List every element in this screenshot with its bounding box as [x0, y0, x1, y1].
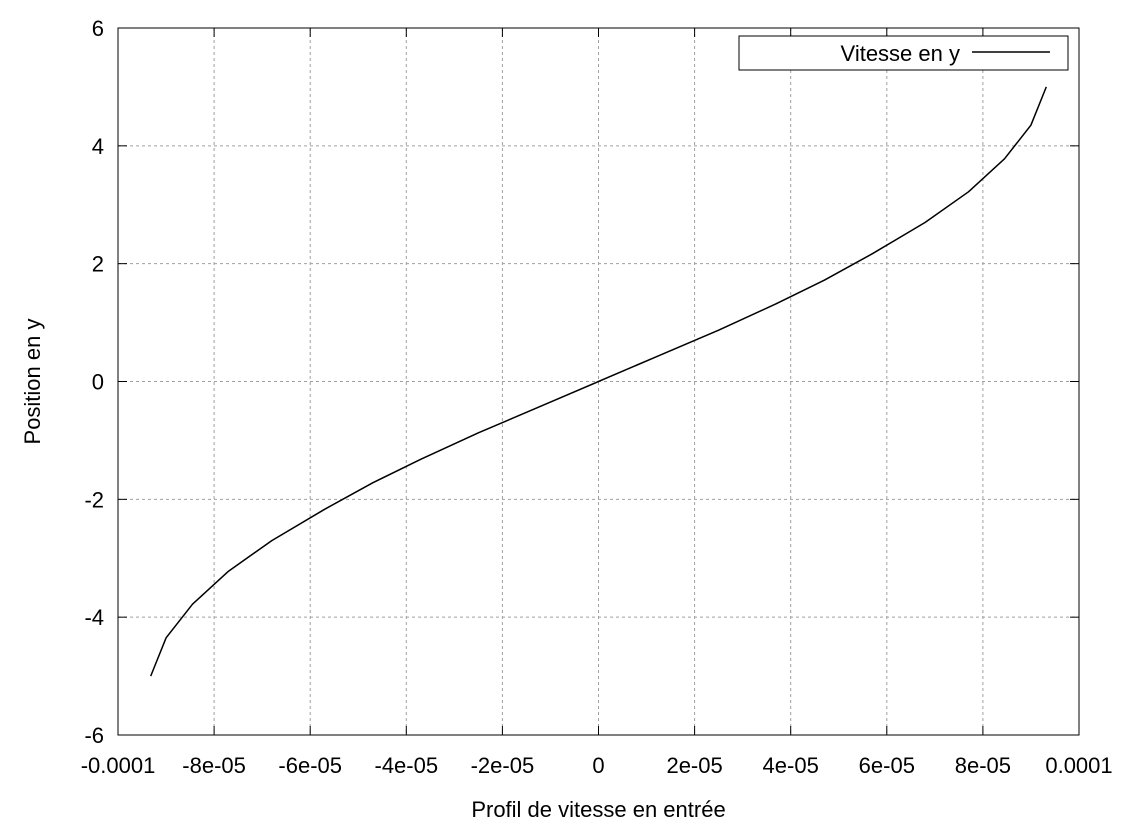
y-tick-label: -6	[84, 723, 104, 748]
tick-layer	[117, 27, 1080, 736]
legend: Vitesse en y	[738, 35, 1069, 71]
y-tick-label: -4	[84, 605, 104, 630]
y-axis-title: Position en y	[20, 319, 45, 445]
x-tick-label: -4e-05	[375, 753, 439, 778]
x-tick-label: -0.0001	[81, 753, 156, 778]
x-tick-label: -6e-05	[278, 753, 342, 778]
x-tick-label: 2e-05	[666, 753, 722, 778]
y-tick-labels: -6 -4 -2 0 2 4 6	[84, 16, 104, 748]
x-tick-label: 0	[592, 753, 604, 778]
x-tick-labels: -0.0001 -8e-05 -6e-05 -4e-05 -2e-05 0 2e-05 4e-…	[81, 753, 1113, 778]
x-tick-label: -2e-05	[471, 753, 535, 778]
y-tick-label: 0	[92, 370, 104, 395]
series-line	[150, 86, 1047, 677]
y-tick-label: -2	[84, 487, 104, 512]
legend-box	[738, 35, 1069, 71]
x-tick-label: -8e-05	[182, 753, 246, 778]
x-tick-label: 4e-05	[763, 753, 819, 778]
x-tick-label: 8e-05	[955, 753, 1011, 778]
x-axis-title: Profil de vitesse en entrée	[471, 797, 725, 822]
x-tick-label: 0.0001	[1045, 753, 1112, 778]
y-tick-label: 6	[92, 16, 104, 41]
y-tick-label: 4	[92, 134, 104, 159]
series-layer	[150, 86, 1047, 677]
y-tick-label: 2	[92, 252, 104, 277]
x-tick-label: 6e-05	[859, 753, 915, 778]
legend-label: Vitesse en y	[841, 41, 960, 66]
